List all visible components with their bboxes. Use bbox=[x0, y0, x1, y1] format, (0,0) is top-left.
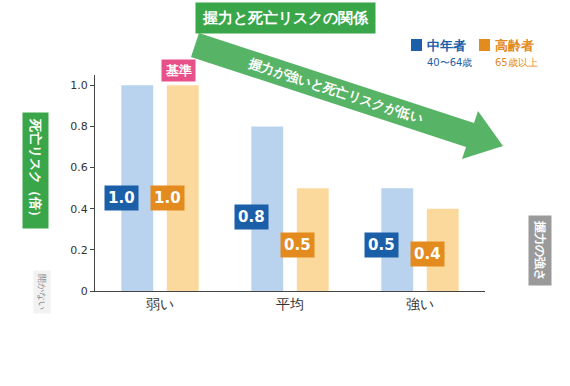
svg-text:1.0: 1.0 bbox=[154, 189, 181, 207]
svg-text:0.2: 0.2 bbox=[70, 244, 88, 257]
svg-text:0.8: 0.8 bbox=[238, 208, 265, 226]
svg-text:65歳以上: 65歳以上 bbox=[495, 57, 538, 68]
svg-text:中年者: 中年者 bbox=[427, 38, 466, 53]
svg-text:開かない: 開かない bbox=[37, 274, 47, 310]
svg-text:0.6: 0.6 bbox=[70, 161, 88, 174]
svg-text:握力の強さ: 握力の強さ bbox=[533, 220, 547, 281]
svg-text:強い: 強い bbox=[406, 296, 434, 312]
svg-text:握力が強いと死亡リスクが低い: 握力が強いと死亡リスクが低い bbox=[246, 55, 425, 126]
svg-text:1.0: 1.0 bbox=[108, 189, 135, 207]
svg-text:死亡リスク（倍）: 死亡リスク（倍） bbox=[28, 118, 43, 223]
svg-text:1.0: 1.0 bbox=[70, 79, 88, 92]
svg-text:高齢者: 高齢者 bbox=[495, 38, 534, 53]
svg-text:0.4: 0.4 bbox=[414, 245, 441, 263]
svg-text:握力と死亡リスクの関係: 握力と死亡リスクの関係 bbox=[202, 9, 369, 27]
svg-text:0.8: 0.8 bbox=[70, 120, 88, 133]
svg-text:0.5: 0.5 bbox=[368, 236, 395, 254]
svg-text:40〜64歳: 40〜64歳 bbox=[427, 57, 472, 68]
svg-text:平均: 平均 bbox=[276, 296, 304, 312]
svg-text:弱い: 弱い bbox=[146, 296, 174, 312]
svg-text:0.4: 0.4 bbox=[70, 203, 88, 216]
svg-text:基準: 基準 bbox=[165, 63, 192, 78]
svg-text:0: 0 bbox=[81, 285, 88, 298]
svg-text:0.5: 0.5 bbox=[284, 236, 311, 254]
